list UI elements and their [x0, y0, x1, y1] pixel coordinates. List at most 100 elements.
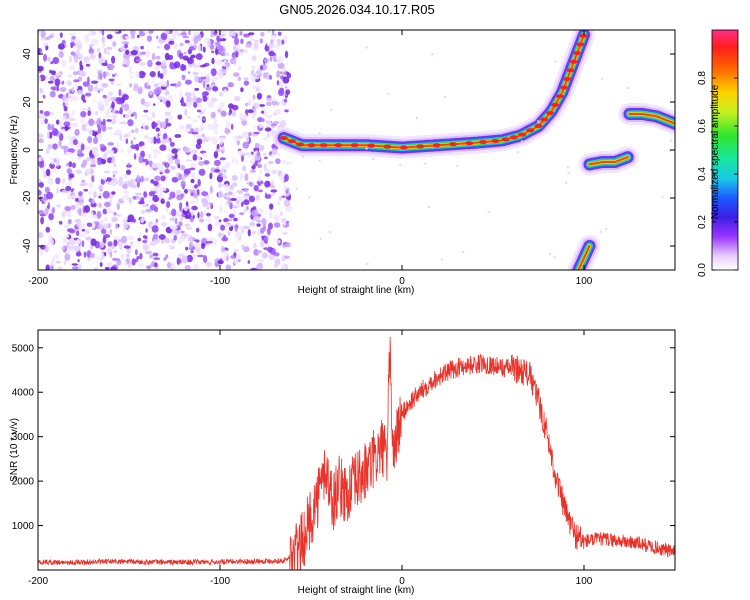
spectrogram-x-tick-label: -100: [210, 276, 230, 287]
noise-blob: [79, 107, 87, 111]
noise-blob: [101, 125, 107, 132]
noise-blob: [181, 74, 186, 81]
noise-blob: [152, 252, 159, 257]
noise-blob: [151, 80, 155, 83]
noise-blob: [284, 255, 290, 259]
noise-blob: [217, 107, 222, 114]
noise-blob: [111, 245, 115, 250]
noise-blob: [122, 173, 128, 179]
noise-blob: [152, 233, 159, 240]
noise-blob: [206, 84, 210, 88]
noise-blob: [66, 80, 72, 86]
noise-blob: [192, 96, 198, 104]
noise-blob: [197, 179, 201, 187]
noise-blob: [84, 205, 90, 213]
noise-blob: [161, 121, 167, 129]
noise-blob: [279, 120, 286, 128]
noise-blob: [276, 200, 281, 206]
noise-blob: [181, 233, 188, 237]
noise-blob: [261, 110, 265, 114]
noise-blob: [61, 189, 68, 193]
noise-blob: [231, 104, 239, 111]
noise-blob: [49, 69, 53, 74]
noise-blob: [268, 160, 274, 165]
noise-blob: [158, 81, 162, 87]
noise-blob: [162, 68, 168, 76]
noise-blob: [64, 224, 70, 229]
noise-blob: [166, 201, 171, 208]
noise-blob: [273, 121, 280, 125]
ridge-peak: [556, 94, 564, 99]
noise-blob: [205, 240, 213, 244]
noise-blob: [273, 222, 281, 228]
noise-blob: [169, 217, 176, 222]
noise-blob: [246, 154, 254, 157]
noise-blob: [178, 240, 182, 245]
noise-blob: [237, 150, 244, 155]
noise-blob: [149, 71, 156, 78]
noise-blob: [220, 245, 225, 253]
noise-blob: [183, 51, 187, 55]
noise-blob: [262, 224, 266, 232]
noise-blob: [244, 173, 249, 181]
noise-blob: [107, 241, 113, 247]
noise-blob: [166, 79, 170, 88]
noise-blob: [224, 128, 231, 134]
noise-blob: [198, 168, 206, 176]
noise-blob: [257, 189, 263, 193]
noise-blob: [255, 264, 263, 270]
noise-blob: [113, 239, 118, 247]
noise-blob: [104, 201, 111, 208]
noise-blob: [185, 266, 189, 270]
noise-blob: [38, 182, 44, 188]
noise-blob: [250, 158, 256, 165]
noise-blob: [60, 145, 67, 150]
noise-blob: [67, 219, 72, 225]
noise-blob: [61, 246, 65, 250]
noise-blob: [147, 85, 151, 90]
noise-blob: [108, 78, 115, 82]
noise-blob: [72, 162, 76, 169]
noise-blob: [111, 158, 115, 164]
noise-blob: [61, 128, 66, 133]
noise-blob: [108, 210, 116, 213]
noise-blob: [70, 205, 76, 210]
noise-blob: [84, 168, 91, 176]
noise-blob: [242, 131, 249, 139]
noise-blob: [217, 232, 222, 238]
noise-blob: [94, 85, 98, 92]
faint-speck: [328, 231, 331, 234]
noise-blob: [127, 119, 134, 127]
noise-blob: [143, 191, 148, 198]
noise-blob: [160, 175, 166, 182]
faint-speck: [387, 92, 390, 95]
noise-blob: [188, 236, 196, 242]
noise-blob: [99, 258, 103, 261]
noise-blob: [219, 157, 226, 161]
noise-blob: [191, 205, 198, 211]
noise-blob: [50, 86, 57, 90]
noise-blob: [72, 139, 78, 146]
noise-blob: [104, 149, 109, 155]
noise-blob: [249, 195, 255, 203]
noise-blob: [79, 60, 83, 68]
noise-blob: [180, 165, 186, 171]
noise-blob: [164, 111, 172, 116]
noise-blob: [144, 134, 149, 139]
noise-blob: [257, 117, 264, 123]
noise-blob: [124, 43, 129, 49]
noise-blob: [227, 231, 231, 236]
ridge-peak: [560, 85, 568, 90]
ridge-peak: [491, 139, 500, 143]
noise-blob: [111, 191, 116, 195]
noise-blob: [231, 30, 236, 37]
noise-blob: [96, 48, 101, 53]
noise-blob: [44, 245, 49, 253]
noise-blob: [144, 125, 149, 130]
noise-blob: [159, 99, 163, 103]
ridge-peak: [383, 144, 392, 149]
noise-blob: [69, 64, 75, 71]
noise-blob: [66, 180, 73, 188]
noise-blob: [99, 143, 105, 148]
noise-blob: [217, 45, 224, 52]
